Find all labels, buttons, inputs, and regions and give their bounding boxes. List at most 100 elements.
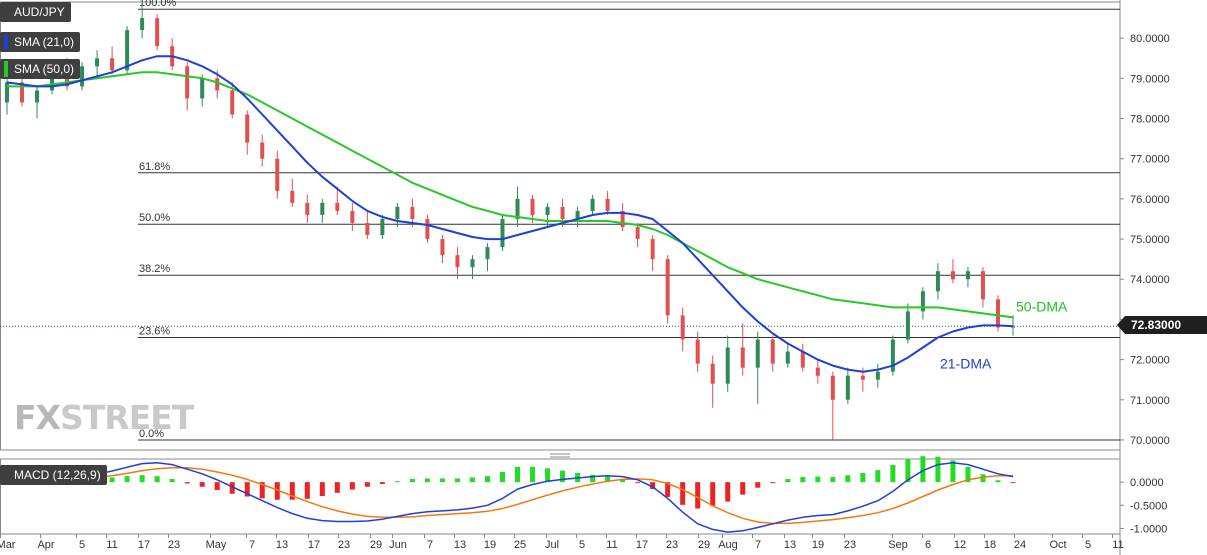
x-axis-label: Oct bbox=[1049, 539, 1066, 551]
legend-macd[interactable]: MACD (12,26,9) bbox=[0, 465, 107, 485]
candle-body bbox=[935, 271, 940, 292]
candle-body bbox=[50, 70, 55, 91]
price-y-tick-label: 78.0000 bbox=[1130, 114, 1170, 126]
macd-histogram-bar bbox=[469, 477, 475, 483]
candle-body bbox=[410, 206, 415, 219]
fib-level-label: 100.0% bbox=[139, 0, 177, 9]
candle-body bbox=[365, 222, 370, 236]
fib-level-label: 23.6% bbox=[139, 325, 170, 337]
candle-body bbox=[440, 239, 445, 256]
macd-histogram-bar bbox=[214, 482, 220, 491]
watermark-street: STREET bbox=[60, 398, 194, 437]
x-axis-label: 6 bbox=[925, 539, 931, 551]
sma21-line bbox=[6, 55, 1014, 373]
x-axis-label: Mar bbox=[0, 539, 16, 551]
macd-histogram-bar bbox=[860, 472, 866, 483]
current-price-tag: 72.83000 bbox=[1117, 316, 1207, 334]
x-axis-label: 29 bbox=[698, 539, 710, 551]
price-y-tick-label: 74.0000 bbox=[1130, 274, 1170, 286]
candle-body bbox=[320, 202, 325, 215]
x-axis-label: 13 bbox=[276, 539, 288, 551]
candle-body bbox=[275, 158, 280, 191]
x-axis-label: 13 bbox=[784, 539, 796, 551]
x-axis-label: May bbox=[206, 539, 227, 551]
x-axis-label: 23 bbox=[666, 539, 678, 551]
macd-histogram-bar bbox=[665, 482, 671, 497]
candle-body bbox=[965, 271, 970, 280]
annotation-21dma: 21-DMA bbox=[940, 356, 992, 372]
candle-body bbox=[140, 18, 145, 31]
macd-y-tick-label: -0.5000 bbox=[1130, 500, 1167, 512]
candle-body bbox=[545, 206, 550, 215]
price-y-tick-label: 70.0000 bbox=[1130, 435, 1170, 447]
sma50-swatch-icon bbox=[4, 61, 8, 77]
candle-body bbox=[230, 90, 235, 115]
x-axis-label: 19 bbox=[484, 539, 496, 551]
macd-histogram-bar bbox=[409, 478, 415, 483]
candle-body bbox=[875, 371, 880, 380]
macd-signal-line bbox=[6, 467, 1013, 525]
x-axis-label: 5 bbox=[579, 539, 585, 551]
x-axis-label: Apr bbox=[37, 539, 54, 551]
macd-line bbox=[7, 461, 1014, 533]
legend-sma21[interactable]: SMA (21,0) bbox=[0, 32, 81, 52]
macd-histogram-bar bbox=[244, 482, 250, 497]
macd-histogram-bar bbox=[349, 482, 355, 490]
macd-histogram-bar bbox=[875, 470, 881, 483]
candle-body bbox=[785, 351, 790, 364]
x-axis-label: 17 bbox=[308, 539, 320, 551]
macd-histogram-bar bbox=[680, 482, 686, 505]
candle-body bbox=[1011, 326, 1015, 328]
macd-histogram-bar bbox=[274, 482, 280, 500]
macd-histogram-bar bbox=[169, 478, 175, 483]
candle-body bbox=[470, 259, 475, 268]
macd-histogram-bar bbox=[454, 478, 460, 483]
candle-body bbox=[995, 299, 1000, 328]
candle-body bbox=[905, 311, 910, 340]
candle-body bbox=[290, 190, 295, 203]
macd-histogram-bar bbox=[1010, 482, 1016, 484]
macd-histogram-bar bbox=[935, 456, 941, 483]
candle-body bbox=[485, 247, 490, 260]
x-axis-label: 23 bbox=[844, 539, 856, 551]
macd-histogram-bar bbox=[394, 481, 400, 483]
x-axis-label: 5 bbox=[79, 539, 85, 551]
macd-histogram-bar bbox=[740, 482, 746, 495]
x-axis-label: Aug bbox=[718, 539, 738, 551]
candle-body bbox=[830, 375, 835, 400]
legend-macd-label: MACD (12,26,9) bbox=[14, 468, 101, 482]
fib-level-label: 61.8% bbox=[139, 161, 170, 173]
macd-histogram-bar bbox=[650, 482, 656, 490]
legend-symbol-label: AUD/JPY bbox=[14, 5, 65, 19]
macd-histogram-bar bbox=[499, 471, 505, 483]
macd-y-tick-label: -1.0000 bbox=[1130, 523, 1167, 535]
candle-body bbox=[260, 142, 265, 159]
candle-body bbox=[80, 66, 85, 87]
x-axis-label: 5 bbox=[1085, 539, 1091, 551]
macd-histogram-bar bbox=[800, 477, 806, 483]
macd-histogram-bar bbox=[635, 482, 641, 484]
fib-level-label: 38.2% bbox=[139, 263, 170, 275]
candle-body bbox=[920, 291, 925, 312]
macd-histogram-bar bbox=[785, 478, 791, 483]
candle-body bbox=[665, 259, 670, 316]
candle-body bbox=[455, 255, 460, 268]
macd-histogram-bar bbox=[890, 465, 896, 483]
macd-histogram-bar bbox=[590, 474, 596, 483]
x-axis-label: Jun bbox=[389, 539, 407, 551]
macd-histogram-bar bbox=[379, 482, 385, 484]
macd-histogram-bar bbox=[154, 476, 160, 483]
macd-histogram-bar bbox=[289, 482, 295, 500]
candle-body bbox=[125, 30, 130, 71]
macd-histogram-bar bbox=[815, 476, 821, 483]
price-y-tick-label: 71.0000 bbox=[1130, 395, 1170, 407]
x-axis-label: 29 bbox=[370, 539, 382, 551]
candle-body bbox=[845, 375, 850, 400]
x-axis-label: 17 bbox=[138, 539, 150, 551]
candle-body bbox=[815, 367, 820, 376]
macd-histogram-bar bbox=[229, 482, 235, 494]
legend-sma50[interactable]: SMA (50,0) bbox=[0, 59, 81, 79]
price-y-tick-label: 75.0000 bbox=[1130, 234, 1170, 246]
macd-histogram-bar bbox=[484, 476, 490, 483]
